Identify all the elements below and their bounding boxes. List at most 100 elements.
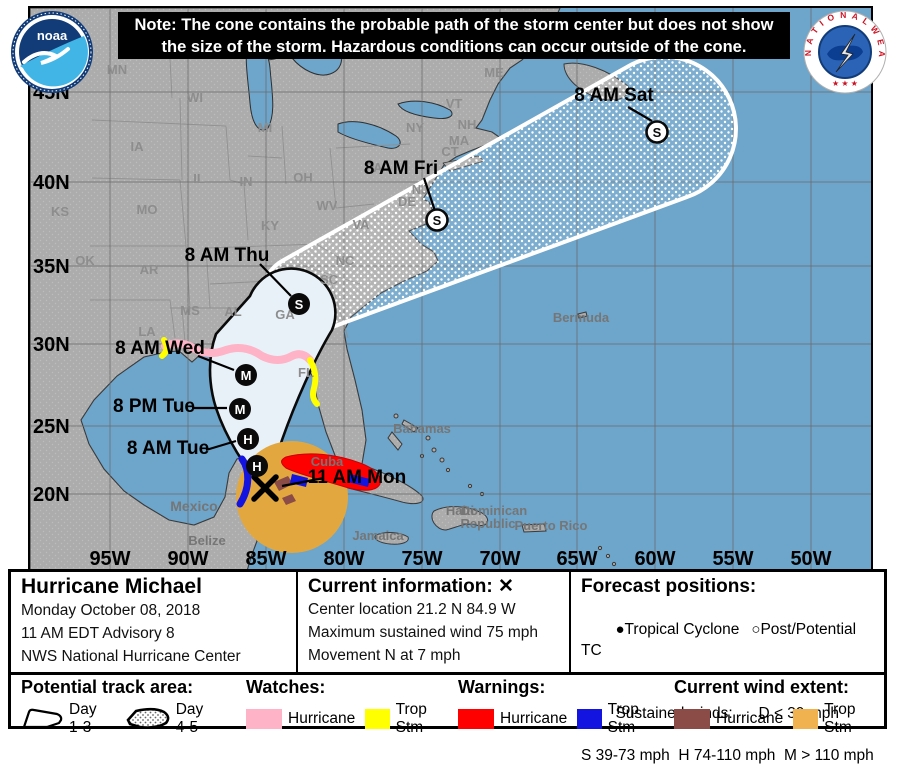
svg-text:S: S bbox=[295, 297, 304, 312]
lat-label: 20N bbox=[33, 484, 70, 506]
state-label: IN bbox=[240, 174, 253, 189]
forecast-marker-cyclone: M bbox=[229, 398, 251, 420]
state-label: FL bbox=[298, 365, 314, 380]
lon-label: 95W bbox=[89, 548, 130, 570]
hurricane-watch-gulf-coast bbox=[161, 339, 314, 364]
state-label: DE bbox=[398, 194, 416, 209]
track-time-label: 8 PM Tue bbox=[113, 396, 195, 417]
tropical-cyclone-label: Tropical Cyclone bbox=[624, 621, 740, 638]
storm-title: Hurricane Michael bbox=[21, 575, 202, 598]
current-position-x-icon bbox=[251, 474, 279, 502]
forecast-position-types: ●Tropical Cyclone ○Post/Potential TC bbox=[581, 598, 876, 682]
place-label: Bahamas bbox=[393, 421, 451, 436]
forecast-marker-cyclone: H bbox=[246, 455, 268, 477]
place-label: Cuba bbox=[311, 454, 344, 469]
forecast-marker-current bbox=[251, 474, 279, 502]
state-label: IA bbox=[131, 139, 145, 154]
svg-text:M: M bbox=[241, 368, 252, 383]
track-time-label: 8 AM Tue bbox=[127, 438, 209, 459]
current-info-heading: Current information: ✕ bbox=[308, 576, 514, 597]
state-label: CT bbox=[441, 144, 458, 159]
track-leader-line bbox=[205, 439, 237, 452]
state-label: WV bbox=[317, 198, 338, 213]
current-information: Current information: ✕ Center location 2… bbox=[298, 572, 571, 672]
state-label: MN bbox=[107, 62, 127, 77]
track-leader-line bbox=[281, 476, 325, 488]
place-label: Belize bbox=[188, 533, 226, 548]
note-line1: Note: The cone contains the probable pat… bbox=[134, 16, 774, 34]
legend-item-label: Hurricane bbox=[716, 710, 784, 727]
forecast-positions-heading: Forecast positions: bbox=[581, 576, 757, 597]
svg-text:S: S bbox=[433, 213, 442, 228]
place-label: Mexico bbox=[170, 498, 217, 514]
place-label: Republic bbox=[461, 516, 516, 531]
info-panels: Hurricane Michael Monday October 08, 201… bbox=[8, 569, 887, 764]
puerto-rico bbox=[521, 523, 547, 533]
lat-label: 30N bbox=[33, 334, 70, 356]
hurricane-wind-extent bbox=[274, 476, 296, 505]
state-label: KS bbox=[51, 204, 69, 219]
storm-advisory: 11 AM EDT Advisory 8 bbox=[21, 625, 175, 642]
storm-summary: Hurricane Michael Monday October 08, 201… bbox=[11, 572, 298, 672]
legend-color-swatch bbox=[365, 709, 390, 729]
hispaniola bbox=[431, 506, 489, 531]
svg-text:M: M bbox=[235, 402, 246, 417]
state-label: AR bbox=[140, 262, 159, 277]
post-potential-tc-label: Post/Potential TC bbox=[581, 621, 861, 659]
forecast-marker-cyclone: S bbox=[288, 293, 310, 315]
tropstorm-warning-yucatan bbox=[236, 455, 252, 508]
legend-item-label: Day 1-3 bbox=[69, 701, 97, 736]
state-label: MA bbox=[449, 133, 470, 148]
storm-agency: NWS National Hurricane Center bbox=[21, 648, 241, 665]
day13-cone-icon bbox=[22, 708, 63, 729]
place-label: Haiti bbox=[446, 503, 474, 518]
legend-item-label: Trop Stm bbox=[395, 701, 427, 736]
track-leader-line bbox=[259, 263, 292, 297]
legend-color-swatch bbox=[674, 709, 710, 729]
noaa-logo-text: noaa bbox=[37, 28, 68, 43]
bermuda bbox=[577, 311, 588, 319]
state-label: MO bbox=[137, 202, 158, 217]
nws-stars: ★ ★ ★ bbox=[832, 79, 858, 88]
legend-item: Hurricane bbox=[674, 709, 783, 729]
forecast-positions: Forecast positions: ●Tropical Cyclone ○Po… bbox=[571, 572, 884, 764]
place-label: Puerto Rico bbox=[515, 518, 588, 533]
legend-color-swatch bbox=[246, 709, 282, 729]
tropstorm-watch-florida bbox=[307, 357, 320, 407]
state-label: ME bbox=[484, 65, 504, 80]
svg-text:H: H bbox=[252, 459, 261, 474]
current-max-wind: Maximum sustained wind 75 mph bbox=[308, 624, 539, 641]
legend-item: Day 1-3 bbox=[21, 701, 114, 737]
state-label: NC bbox=[336, 253, 355, 268]
track-leader-line bbox=[627, 106, 653, 122]
day45-cone-icon bbox=[126, 707, 170, 729]
forecast-marker-cyclone: H bbox=[237, 428, 259, 450]
track-time-label: 8 AM Fri bbox=[364, 158, 438, 179]
state-label: MS bbox=[180, 303, 200, 318]
legend-item: Hurricane bbox=[246, 709, 355, 729]
lon-label: 50W bbox=[790, 548, 831, 570]
state-label: OH bbox=[293, 170, 313, 185]
state-label: VT bbox=[446, 96, 463, 111]
tropstorm-warning-cuba bbox=[290, 474, 370, 487]
lon-label: 85W bbox=[245, 548, 286, 570]
legend-color-swatch bbox=[458, 709, 494, 729]
state-label: MI bbox=[258, 120, 272, 135]
noaa-seal-icon: noaa bbox=[11, 11, 93, 93]
legend-item: Trop Stm bbox=[793, 701, 868, 737]
lon-label: 60W bbox=[634, 548, 675, 570]
nhc-forecast-cone-graphic: { "note": { "line1": "Note: The cone con… bbox=[8, 2, 887, 764]
state-label: AL bbox=[224, 304, 241, 319]
tropical-cyclone-dot-icon: ● bbox=[615, 621, 625, 638]
state-label: IL bbox=[193, 171, 205, 186]
place-label: Bermuda bbox=[553, 310, 610, 325]
track-time-label: 8 AM Sat bbox=[574, 85, 654, 106]
state-label: LA bbox=[138, 324, 156, 339]
nws-seal-icon: N A T I O N A L W E A T H E R S E R V I … bbox=[799, 2, 887, 94]
lon-label: 75W bbox=[401, 548, 442, 570]
noaa-logo: noaa bbox=[10, 10, 94, 94]
lon-label: 90W bbox=[167, 548, 208, 570]
